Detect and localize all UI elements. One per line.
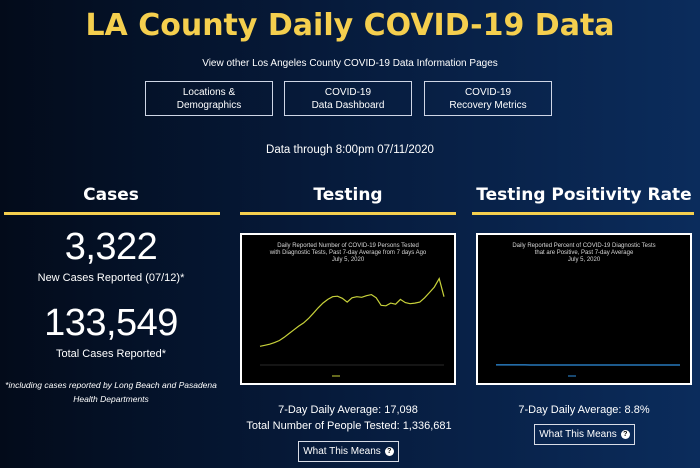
button-label: What This Means xyxy=(539,429,617,440)
data-dashboard-button[interactable]: COVID-19 Data Dashboard xyxy=(284,81,412,116)
cases-divider xyxy=(4,212,220,215)
chart-title-line: Daily Reported Percent of COVID-19 Diagn… xyxy=(512,243,656,249)
locations-demographics-button[interactable]: Locations & Demographics xyxy=(145,81,273,116)
nav-button-line1: Locations & xyxy=(182,86,236,98)
testing-average: 7-Day Daily Average: 17,098 xyxy=(278,404,418,416)
testing-what-this-means-button[interactable]: What This Means? xyxy=(298,441,399,462)
testing-chart[interactable]: Daily Reported Number of COVID-19 Person… xyxy=(240,233,456,385)
testing-line-chart xyxy=(259,277,445,377)
positivity-divider xyxy=(472,212,694,215)
positivity-chart[interactable]: Daily Reported Percent of COVID-19 Diagn… xyxy=(476,233,692,385)
cases-footnote: *including cases reported by Long Beach … xyxy=(0,378,222,406)
nav-button-line2: Data Dashboard xyxy=(311,99,385,111)
new-cases-number: 3,322 xyxy=(64,226,158,268)
chart-title-line: Daily Reported Number of COVID-19 Person… xyxy=(277,243,419,249)
data-through-text: Data through 8:00pm 07/11/2020 xyxy=(266,144,434,156)
nav-button-line2: Demographics xyxy=(176,99,242,111)
new-cases-label: New Cases Reported (07/12)* xyxy=(37,272,185,284)
page-subtitle: View other Los Angeles County COVID-19 D… xyxy=(202,58,498,69)
positivity-average: 7-Day Daily Average: 8.8% xyxy=(518,404,650,416)
question-icon: ? xyxy=(384,447,394,456)
positivity-heading: Testing Positivity Rate xyxy=(476,185,692,205)
button-label: What This Means xyxy=(303,446,381,457)
recovery-metrics-button[interactable]: COVID-19 Recovery Metrics xyxy=(424,81,552,116)
testing-heading: Testing xyxy=(313,185,383,205)
chart-title-line: July 5, 2020 xyxy=(331,257,365,263)
total-cases-label: Total Cases Reported* xyxy=(55,348,167,360)
nav-button-line1: COVID-19 xyxy=(464,86,512,98)
total-cases-number: 133,549 xyxy=(44,302,178,344)
question-icon: ? xyxy=(620,430,630,439)
testing-series-line xyxy=(259,277,445,347)
footnote-line2: Health Departments xyxy=(73,394,149,404)
footnote-line1: *including cases reported by Long Beach … xyxy=(5,380,217,390)
testing-chart-title: Daily Reported Number of COVID-19 Person… xyxy=(242,243,454,264)
chart-title-line: July 5, 2020 xyxy=(567,257,601,263)
chart-title-line: that are Positive, Past 7-day Average xyxy=(534,250,634,256)
positivity-line-chart xyxy=(496,364,680,377)
cases-heading: Cases xyxy=(83,185,139,205)
testing-divider xyxy=(240,212,456,215)
chart-title-line: with Diagnostic Tests, Past 7-day Averag… xyxy=(269,250,427,256)
nav-button-line1: COVID-19 xyxy=(324,86,372,98)
testing-total: Total Number of People Tested: 1,336,681 xyxy=(246,420,452,432)
positivity-chart-title: Daily Reported Percent of COVID-19 Diagn… xyxy=(478,243,690,264)
nav-button-line2: Recovery Metrics xyxy=(449,99,527,111)
page-title: LA County Daily COVID-19 Data xyxy=(85,8,615,43)
positivity-what-this-means-button[interactable]: What This Means? xyxy=(534,424,635,445)
